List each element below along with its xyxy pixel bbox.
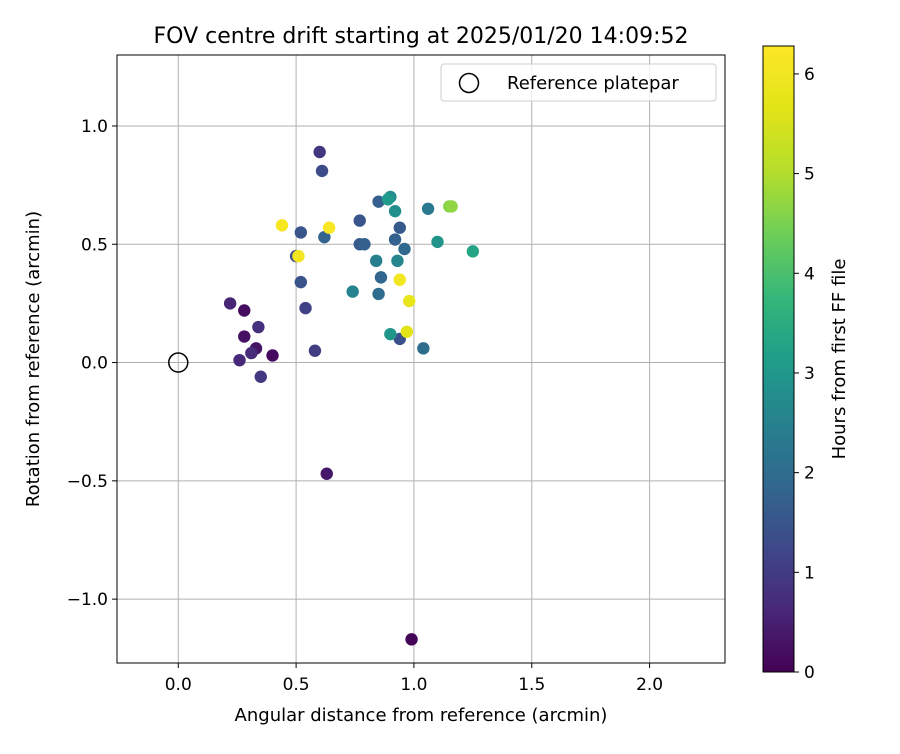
scatter-point [384,327,397,341]
scatter-point [346,285,359,298]
scatter-point [372,195,385,208]
scatter-point [294,226,308,239]
x-axis-ticks: 0.0 0.5 1.0 1.5 2.0 [165,663,663,695]
scatter-point [238,304,251,317]
scatter-point [313,145,326,159]
scatter-point [315,164,329,178]
data-points [223,145,480,646]
scatter-point [405,633,418,646]
scatter-point [292,249,305,263]
scatter-point [388,204,402,218]
scatter-point [299,301,312,315]
colorbar-tick-label: 4 [804,264,815,284]
y-tick-label: 0.0 [81,354,108,374]
scatter-point [294,275,308,289]
scatter-point [372,287,385,301]
scatter-point [445,200,458,213]
scatter-point [388,233,402,246]
scatter-point [370,254,383,268]
colorbar-tick-label: 3 [804,364,815,384]
colorbar-tick-label: 2 [804,464,815,484]
scatter-point [358,238,371,251]
scatter-point [421,202,435,215]
colorbar-gradient [762,45,795,673]
scatter-point [403,294,416,308]
scatter-point [223,297,237,310]
scatter-point [374,271,388,284]
colorbar-tick-label: 6 [804,65,815,85]
scatter-point [322,221,336,234]
legend: Reference platepar [440,63,717,102]
scatter-point [391,254,404,268]
legend-marker-reference [458,72,480,94]
scatter-point [393,221,406,234]
scatter-point [254,370,267,383]
plot-frame [116,54,726,664]
scatter-point [238,330,251,343]
y-tick-label: −0.5 [67,472,108,492]
scatter-point [381,193,395,206]
scatter-point [318,230,331,244]
scatter-point [266,349,279,362]
colorbar-ticks: 0 1 2 3 4 5 6 [794,65,815,683]
scatter-point [466,245,480,258]
y-tick-label: −1.0 [67,590,108,610]
x-tick-label: 1.5 [518,675,545,695]
colorbar-tick-label: 1 [804,563,815,583]
scatter-point [252,320,265,334]
colorbar-label: Hours from first FF file [829,259,850,460]
scatter-point [393,273,406,286]
y-tick-label: 0.5 [81,235,108,255]
grid-lines [117,55,725,663]
legend-box [440,63,717,102]
x-tick-label: 1.0 [400,675,427,695]
scatter-point [245,346,258,360]
plot-area [117,55,725,663]
scatter-point [353,214,366,227]
scatter-point [275,219,289,232]
colorbar-tick-label: 5 [804,165,815,185]
y-axis-label: Rotation from reference (arcmin) [23,211,44,507]
reference-marker [168,352,189,373]
x-axis-label: Angular distance from reference (arcmin) [235,705,608,726]
legend-label-reference: Reference platepar [507,73,679,94]
x-tick-label: 0.0 [165,675,192,695]
scatter-point [398,242,411,256]
y-axis-ticks: −1.0 −0.5 0.0 0.5 1.0 [67,117,117,610]
scatter-point [417,342,430,355]
x-tick-label: 0.5 [283,675,310,695]
y-tick-label: 1.0 [81,117,108,137]
scatter-point [308,344,322,357]
scatter-point [431,235,444,249]
scatter-point [400,325,414,338]
chart-title: FOV centre drift starting at 2025/01/20 … [154,24,689,49]
colorbar: 0 1 2 3 4 5 6 Hours from first FF file [762,45,850,683]
reference-layer [168,352,189,373]
x-tick-label: 2.0 [636,675,663,695]
scatter-point [233,353,246,367]
scatter-point [320,467,333,480]
colorbar-tick-label: 0 [804,663,815,683]
